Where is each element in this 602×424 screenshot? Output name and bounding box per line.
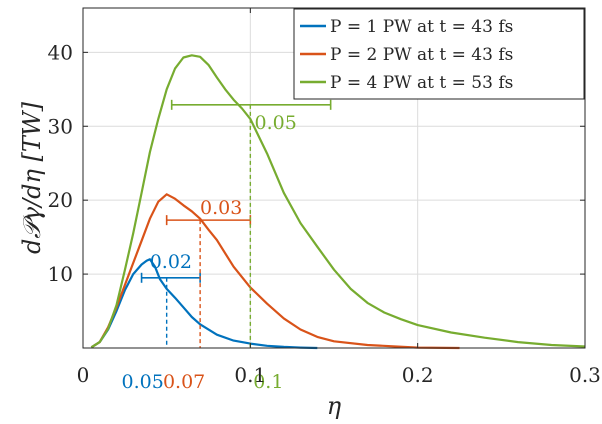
legend-box [293,8,585,100]
legend-label-3: P = 4 PW at t = 53 fs [330,73,513,93]
legend: P = 1 PW at t = 43 fs P = 2 PW at t = 43 … [293,8,585,100]
peak-label-3: 0.1 [253,371,283,393]
ticks-layer: 0 0.1 0.2 0.3 10 20 30 40 [48,8,601,387]
annotation-layer: 0.020.050.030.070.050.1 [122,99,332,393]
width-label-2: 0.03 [200,197,242,219]
x-axis-label: η [327,392,342,420]
y-tick-label: 10 [48,262,73,286]
series-line-2 [90,193,460,350]
x-tick-label: 0.1 [234,363,266,387]
legend-label-2: P = 2 PW at t = 43 fs [330,45,513,65]
y-tick-label: 30 [48,114,73,138]
width-label-3: 0.05 [254,112,296,134]
peak-label-1: 0.05 [122,371,164,393]
x-tick-label: 0 [77,363,90,387]
legend-label-1: P = 1 PW at t = 43 fs [330,17,513,37]
width-label-1: 0.02 [150,251,192,273]
peak-label-2: 0.07 [163,371,205,393]
series-layer [90,54,586,350]
y-tick-label: 20 [48,188,73,212]
y-axis-label: d𝒫γ/dη [TW] [18,101,46,254]
series-line-3 [90,54,586,349]
x-tick-label: 0.3 [569,363,601,387]
x-tick-label: 0.2 [402,363,434,387]
axes-box [82,7,586,349]
series-line-1 [90,258,318,350]
y-tick-label: 40 [48,40,73,64]
